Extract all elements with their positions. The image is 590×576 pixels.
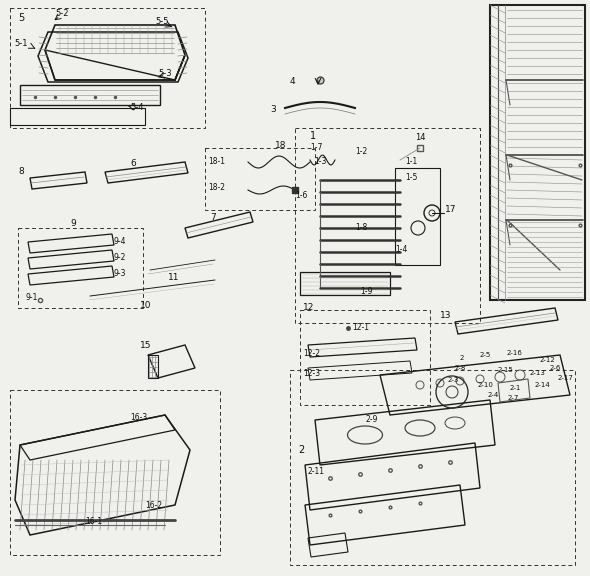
Text: 1-4: 1-4 [395, 245, 407, 255]
Text: 13: 13 [440, 310, 451, 320]
Text: 5-3: 5-3 [158, 69, 172, 78]
Text: 5: 5 [18, 13, 24, 23]
Text: 9-2: 9-2 [114, 253, 126, 263]
Text: 2-13: 2-13 [530, 370, 546, 376]
Text: 2-12: 2-12 [540, 357, 556, 363]
Text: 2-16: 2-16 [507, 350, 523, 356]
Bar [10, 390, 220, 555]
Text: 3: 3 [270, 105, 276, 115]
Text: 12: 12 [303, 304, 314, 313]
Text: 2-17: 2-17 [558, 375, 574, 381]
Text: 9-3: 9-3 [114, 270, 126, 279]
Text: 6: 6 [130, 160, 136, 169]
Text: 1-2: 1-2 [355, 147, 367, 157]
Text: 2: 2 [460, 355, 464, 361]
Text: 9-4: 9-4 [114, 237, 126, 247]
Text: 16-1: 16-1 [85, 517, 102, 526]
Text: 2: 2 [298, 445, 304, 455]
Bar [295, 128, 480, 323]
Text: 1: 1 [310, 131, 316, 141]
Text: 2-6: 2-6 [550, 365, 561, 371]
Text: 2-11: 2-11 [307, 468, 324, 476]
Text: 16-2: 16-2 [145, 501, 162, 510]
Text: 17: 17 [445, 206, 457, 214]
Bar [18, 228, 143, 308]
Bar [205, 148, 315, 210]
Text: 1-1: 1-1 [405, 157, 417, 166]
Bar [300, 310, 430, 405]
Text: 2-14: 2-14 [535, 382, 550, 388]
Text: 2-7: 2-7 [508, 395, 519, 401]
Text: 14: 14 [415, 132, 425, 142]
Text: 1-3: 1-3 [314, 157, 326, 166]
Text: 5-4: 5-4 [130, 104, 143, 112]
Bar [10, 8, 205, 128]
Text: 2-4: 2-4 [488, 392, 499, 398]
Text: 2-1: 2-1 [510, 385, 522, 391]
Text: 18: 18 [275, 141, 287, 150]
Text: 2-15: 2-15 [498, 367, 514, 373]
Text: 4: 4 [290, 78, 296, 86]
Text: 9: 9 [70, 219, 76, 229]
Text: 9-1: 9-1 [25, 294, 37, 302]
Text: 12-3: 12-3 [303, 369, 320, 378]
Text: 11: 11 [168, 274, 179, 282]
Text: 1-6: 1-6 [295, 191, 307, 199]
Text: 2-5: 2-5 [480, 352, 491, 358]
Text: 2-10: 2-10 [478, 382, 494, 388]
Text: 2-3: 2-3 [448, 377, 460, 383]
Text: 5-5: 5-5 [155, 17, 169, 26]
Text: 10: 10 [140, 301, 152, 309]
Text: 1-9: 1-9 [360, 287, 372, 297]
Text: 1-7: 1-7 [310, 143, 322, 153]
Text: 12-1: 12-1 [352, 324, 369, 332]
Text: 5-2: 5-2 [55, 9, 68, 18]
Text: 15: 15 [140, 340, 152, 350]
Text: 18-2: 18-2 [208, 184, 225, 192]
Bar [290, 370, 575, 565]
Text: 1-5: 1-5 [405, 173, 417, 183]
Text: 18-1: 18-1 [208, 157, 225, 166]
Text: 2-9: 2-9 [365, 415, 378, 425]
Text: 8: 8 [18, 168, 24, 176]
Text: 16-3: 16-3 [130, 414, 148, 423]
Text: 5-1: 5-1 [14, 39, 28, 47]
Text: 2-8: 2-8 [455, 365, 466, 371]
Text: 7: 7 [210, 214, 216, 222]
Text: 1-8: 1-8 [355, 223, 367, 233]
Text: 12-2: 12-2 [303, 350, 320, 358]
